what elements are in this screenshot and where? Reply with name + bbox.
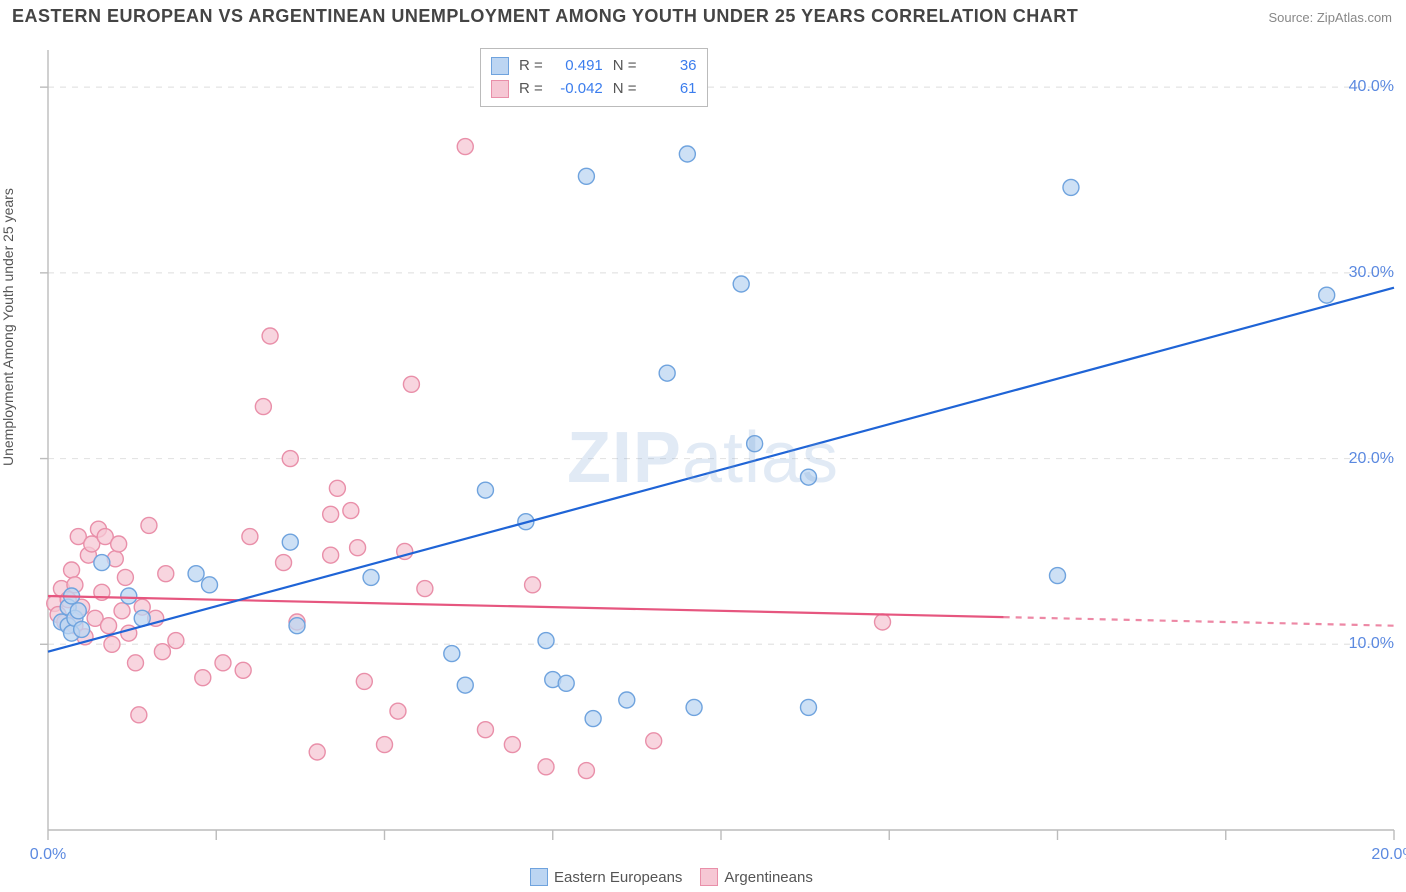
xtick-label: 0.0% [30,846,66,864]
stat-legend: R = 0.491 N = 36 R = -0.042 N = 61 [480,48,708,107]
ytick-label: 40.0% [1349,78,1394,96]
legend-swatch [491,80,509,98]
n-value: 36 [647,55,697,78]
series-legend: Eastern Europeans Argentineans [530,868,813,886]
series-legend-item: Argentineans [700,868,812,886]
scatter-chart [0,40,1406,892]
r-value: 0.491 [553,55,603,78]
legend-swatch [530,868,548,886]
r-value: -0.042 [553,78,603,101]
r-label: R = [519,55,543,78]
stat-legend-row: R = 0.491 N = 36 [491,55,697,78]
ytick-label: 30.0% [1349,264,1394,282]
n-label: N = [613,78,637,101]
ytick-label: 20.0% [1349,450,1394,468]
r-label: R = [519,78,543,101]
stat-legend-row: R = -0.042 N = 61 [491,78,697,101]
n-label: N = [613,55,637,78]
xtick-label: 20.0% [1371,846,1406,864]
ytick-label: 10.0% [1349,635,1394,653]
legend-swatch [700,868,718,886]
chart-title: EASTERN EUROPEAN VS ARGENTINEAN UNEMPLOY… [12,6,1078,27]
chart-area: Unemployment Among Youth under 25 years … [0,40,1406,892]
series-legend-label: Eastern Europeans [554,869,682,886]
y-axis-title: Unemployment Among Youth under 25 years [0,188,16,466]
n-value: 61 [647,78,697,101]
source-label: Source: ZipAtlas.com [1268,10,1392,25]
legend-swatch [491,57,509,75]
series-legend-label: Argentineans [724,869,812,886]
series-legend-item: Eastern Europeans [530,868,682,886]
